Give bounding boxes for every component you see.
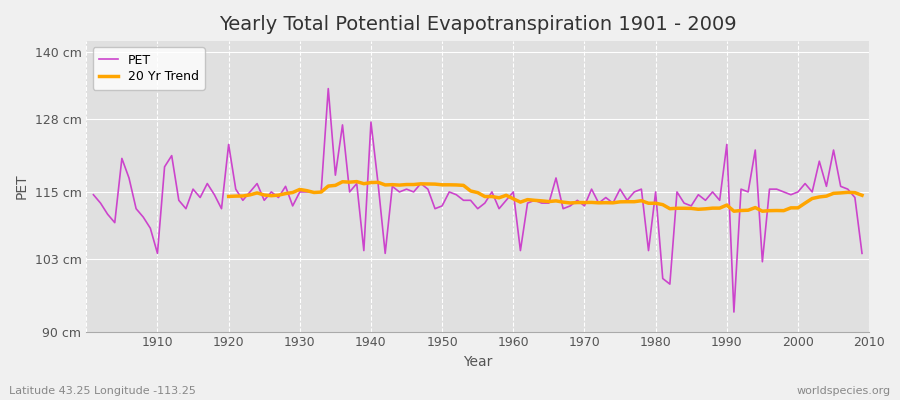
20 Yr Trend: [764, 208, 775, 213]
Text: worldspecies.org: worldspecies.org: [796, 386, 891, 396]
Legend: PET, 20 Yr Trend: PET, 20 Yr Trend: [93, 47, 205, 90]
20 Yr Trend: [309, 190, 320, 195]
Title: Yearly Total Potential Evapotranspiration 1901 - 2009: Yearly Total Potential Evapotranspiratio…: [219, 15, 736, 34]
X-axis label: Year: Year: [463, 355, 492, 369]
PET: [515, 248, 526, 253]
PET: [857, 251, 868, 256]
20 Yr Trend: [728, 209, 739, 214]
PET: [351, 181, 362, 186]
Line: 20 Yr Trend: 20 Yr Trend: [229, 182, 862, 211]
Y-axis label: PET: PET: [15, 174, 29, 199]
20 Yr Trend: [842, 190, 853, 195]
PET: [88, 192, 99, 197]
20 Yr Trend: [223, 194, 234, 199]
PET: [728, 310, 739, 314]
20 Yr Trend: [857, 193, 868, 198]
20 Yr Trend: [422, 182, 433, 186]
Text: Latitude 43.25 Longitude -113.25: Latitude 43.25 Longitude -113.25: [9, 386, 196, 396]
Line: PET: PET: [94, 88, 862, 312]
PET: [508, 190, 518, 194]
PET: [323, 86, 334, 91]
20 Yr Trend: [671, 206, 682, 211]
PET: [145, 226, 156, 231]
20 Yr Trend: [351, 179, 362, 184]
PET: [302, 190, 312, 194]
PET: [600, 195, 611, 200]
20 Yr Trend: [778, 208, 789, 213]
